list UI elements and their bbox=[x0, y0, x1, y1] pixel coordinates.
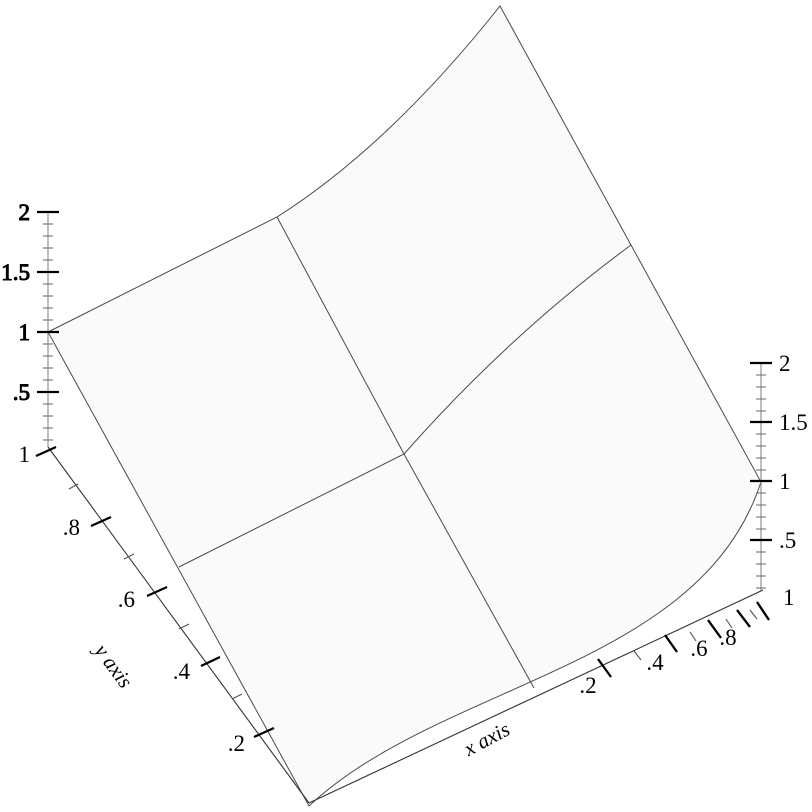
svg-text:.6: .6 bbox=[690, 636, 707, 661]
svg-text:1: 1 bbox=[19, 320, 31, 345]
svg-text:1: 1 bbox=[779, 469, 791, 494]
svg-text:.2: .2 bbox=[579, 673, 596, 698]
svg-text:.4: .4 bbox=[646, 650, 664, 675]
svg-text:.8: .8 bbox=[719, 625, 736, 650]
svg-text:.5: .5 bbox=[779, 528, 796, 553]
svg-text:2: 2 bbox=[779, 351, 791, 376]
svg-text:.6: .6 bbox=[118, 587, 135, 612]
svg-text:1.5: 1.5 bbox=[779, 410, 808, 435]
svg-text:.2: .2 bbox=[228, 731, 245, 756]
svg-text:.5: .5 bbox=[13, 380, 30, 405]
svg-text:1.5: 1.5 bbox=[1, 260, 30, 285]
svg-text:.8: .8 bbox=[63, 515, 80, 540]
svg-text:2: 2 bbox=[19, 200, 31, 225]
svg-text:.4: .4 bbox=[173, 659, 191, 684]
svg-text:1: 1 bbox=[783, 585, 795, 610]
svg-text:1: 1 bbox=[19, 442, 31, 467]
